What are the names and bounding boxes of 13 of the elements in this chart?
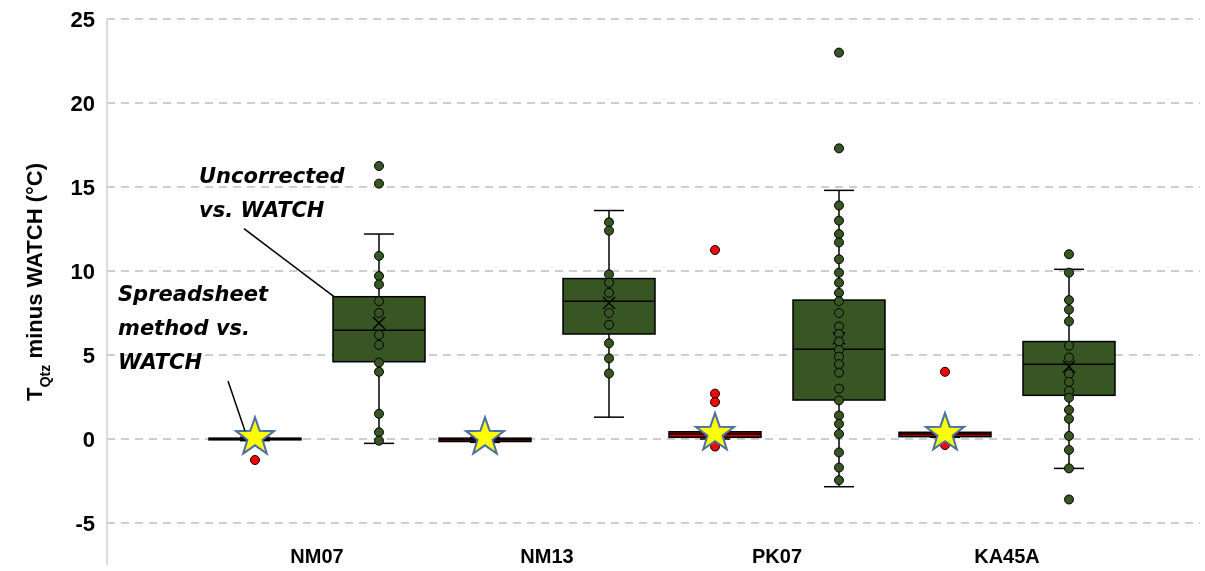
x-tick-label: NM07 bbox=[290, 545, 344, 567]
x-tick-label: KA45A bbox=[974, 545, 1040, 567]
text: Uncorrected vs. WATCH bbox=[199, 163, 346, 222]
y-tick-label: 0 bbox=[82, 426, 95, 452]
y-tick-label: 15 bbox=[70, 174, 95, 200]
y-tick-label: 25 bbox=[70, 6, 95, 32]
x-tick-label: NM13 bbox=[520, 545, 574, 567]
y-tick-label: 5 bbox=[82, 342, 95, 368]
x-tick-label: PK07 bbox=[751, 545, 803, 567]
y-tick-label: 10 bbox=[70, 258, 95, 284]
y-tick-label: 20 bbox=[70, 90, 95, 116]
text: Spreadsheet method vs. WATCH bbox=[118, 282, 269, 374]
y-tick-label: -5 bbox=[75, 510, 95, 536]
